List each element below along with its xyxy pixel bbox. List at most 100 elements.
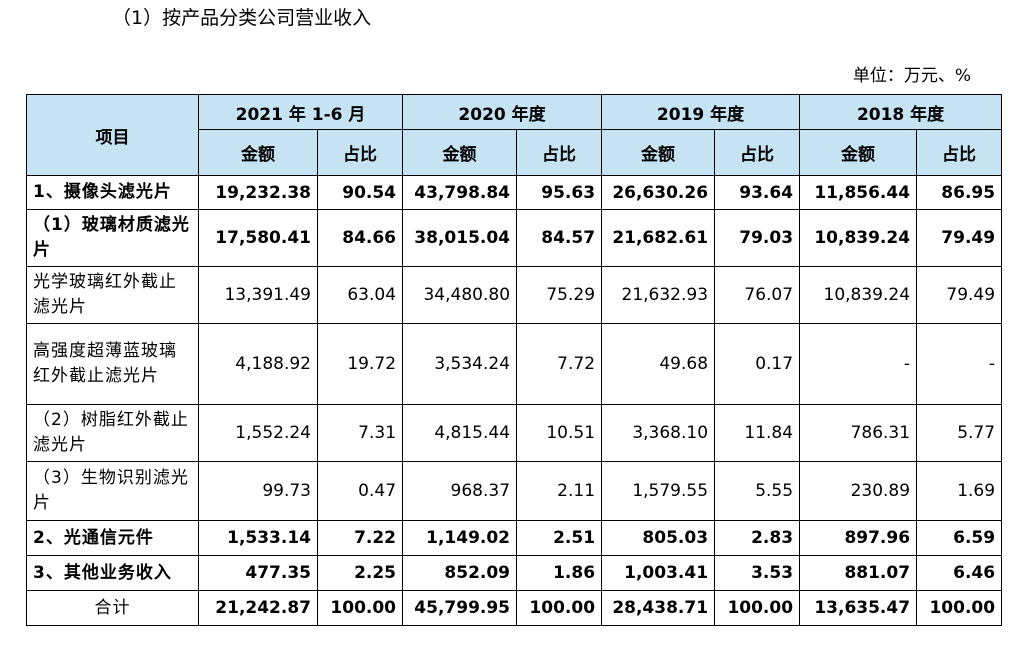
cell-ratio: 100.00 xyxy=(714,590,801,626)
cell-ratio: 6.59 xyxy=(916,520,1003,556)
cell-ratio: 11.84 xyxy=(714,404,801,462)
row-label: （2）树脂红外截止滤光片 xyxy=(26,404,199,462)
cell-ratio: 63.04 xyxy=(316,266,404,324)
cell-amount: 13,391.49 xyxy=(198,266,318,324)
cell-amount: 13,635.47 xyxy=(799,590,918,626)
cell-ratio: 7.31 xyxy=(316,404,404,462)
cell-ratio: 7.22 xyxy=(316,520,404,556)
cell-amount: 1,579.55 xyxy=(601,461,716,521)
section-heading: （1）按产品分类公司营业收入 xyxy=(112,7,372,29)
header-period-2020: 2020 年度 xyxy=(402,94,603,130)
table-row-total: 合计 21,242.87 100.00 45,799.95 100.00 28,… xyxy=(26,590,1003,626)
cell-ratio: 1.86 xyxy=(516,555,603,591)
cell-amount: 99.73 xyxy=(198,461,318,521)
cell-amount: 897.96 xyxy=(799,520,918,556)
cell-ratio: 93.64 xyxy=(714,175,801,210)
cell-ratio: 1.69 xyxy=(916,461,1003,521)
cell-amount: 1,149.02 xyxy=(402,520,518,556)
cell-ratio: 5.77 xyxy=(916,404,1003,462)
cell-amount: 10,839.24 xyxy=(799,266,918,324)
cell-ratio: 79.03 xyxy=(714,209,801,267)
cell-amount: 230.89 xyxy=(799,461,918,521)
cell-amount: 21,632.93 xyxy=(601,266,716,324)
cell-ratio: 76.07 xyxy=(714,266,801,324)
cell-amount: 43,798.84 xyxy=(402,175,518,210)
unit-note: 单位：万元、% xyxy=(852,66,971,86)
header-period-2021h1: 2021 年 1-6 月 xyxy=(197,94,404,130)
header-amount: 金额 xyxy=(799,129,918,176)
header-amount: 金额 xyxy=(198,129,318,176)
row-label: 合计 xyxy=(26,590,199,626)
cell-amount: 26,630.26 xyxy=(601,175,716,210)
cell-ratio: 100.00 xyxy=(316,590,404,626)
header-ratio: 占比 xyxy=(916,129,1003,176)
table-row: 3、其他业务收入 477.35 2.25 852.09 1.86 1,003.4… xyxy=(26,555,1003,591)
cell-amount: 34,480.80 xyxy=(402,266,518,324)
cell-ratio: 95.63 xyxy=(516,175,603,210)
header-ratio: 占比 xyxy=(714,129,801,176)
cell-amount: 477.35 xyxy=(198,555,318,591)
cell-amount: 1,533.14 xyxy=(198,520,318,556)
cell-amount: 786.31 xyxy=(799,404,918,462)
header-period-2019: 2019 年度 xyxy=(601,94,801,130)
header-item: 项目 xyxy=(26,94,199,176)
cell-ratio: 84.66 xyxy=(316,209,404,267)
cell-ratio: 84.57 xyxy=(516,209,603,267)
table-row: （2）树脂红外截止滤光片 1,552.24 7.31 4,815.44 10.5… xyxy=(26,404,1003,462)
row-label: 2、光通信元件 xyxy=(26,520,199,556)
cell-ratio: 100.00 xyxy=(916,590,1003,626)
row-label: 光学玻璃红外截止滤光片 xyxy=(26,266,199,324)
table-row: （3）生物识别滤光片 99.73 0.47 968.37 2.11 1,579.… xyxy=(26,461,1003,521)
cell-ratio: 0.17 xyxy=(714,323,801,405)
header-amount: 金额 xyxy=(402,129,518,176)
cell-amount: 28,438.71 xyxy=(601,590,716,626)
table-row: 1、摄像头滤光片 19,232.38 90.54 43,798.84 95.63… xyxy=(26,175,1003,210)
cell-ratio: - xyxy=(916,323,1003,405)
cell-ratio: 0.47 xyxy=(316,461,404,521)
table-row: 2、光通信元件 1,533.14 7.22 1,149.02 2.51 805.… xyxy=(26,520,1003,556)
cell-amount: 10,839.24 xyxy=(799,209,918,267)
cell-ratio: 86.95 xyxy=(916,175,1003,210)
cell-ratio: 90.54 xyxy=(316,175,404,210)
cell-ratio: 6.46 xyxy=(916,555,1003,591)
cell-amount: 968.37 xyxy=(402,461,518,521)
header-ratio: 占比 xyxy=(516,129,603,176)
row-label: 高强度超薄蓝玻璃红外截止滤光片 xyxy=(26,323,199,405)
cell-amount: 11,856.44 xyxy=(799,175,918,210)
cell-amount: 17,580.41 xyxy=(198,209,318,267)
header-ratio: 占比 xyxy=(316,129,404,176)
cell-amount: 852.09 xyxy=(402,555,518,591)
table-row: 光学玻璃红外截止滤光片 13,391.49 63.04 34,480.80 75… xyxy=(26,266,1003,324)
cell-ratio: 5.55 xyxy=(714,461,801,521)
cell-amount: 3,534.24 xyxy=(402,323,518,405)
cell-ratio: 75.29 xyxy=(516,266,603,324)
header-amount: 金额 xyxy=(601,129,716,176)
cell-ratio: 2.25 xyxy=(316,555,404,591)
row-label: （3）生物识别滤光片 xyxy=(26,461,199,521)
revenue-by-product-table: 项目 2021 年 1-6 月 2020 年度 2019 年度 2018 年度 … xyxy=(26,94,1003,626)
cell-ratio: 2.83 xyxy=(714,520,801,556)
cell-amount: 49.68 xyxy=(601,323,716,405)
cell-amount: 1,552.24 xyxy=(198,404,318,462)
cell-amount: 38,015.04 xyxy=(402,209,518,267)
cell-amount: 21,242.87 xyxy=(198,590,318,626)
cell-ratio: 79.49 xyxy=(916,209,1003,267)
cell-amount: 4,188.92 xyxy=(198,323,318,405)
row-label: （1）玻璃材质滤光片 xyxy=(26,209,199,267)
cell-amount: 19,232.38 xyxy=(198,175,318,210)
cell-ratio: 2.11 xyxy=(516,461,603,521)
cell-ratio: 19.72 xyxy=(316,323,404,405)
table-row: （1）玻璃材质滤光片 17,580.41 84.66 38,015.04 84.… xyxy=(26,209,1003,267)
cell-amount: 4,815.44 xyxy=(402,404,518,462)
cell-amount: 1,003.41 xyxy=(601,555,716,591)
cell-ratio: 3.53 xyxy=(714,555,801,591)
cell-ratio: 2.51 xyxy=(516,520,603,556)
cell-amount: 805.03 xyxy=(601,520,716,556)
cell-amount: 45,799.95 xyxy=(402,590,518,626)
table-row: 高强度超薄蓝玻璃红外截止滤光片 4,188.92 19.72 3,534.24 … xyxy=(26,323,1003,405)
cell-ratio: 10.51 xyxy=(516,404,603,462)
cell-ratio: 79.49 xyxy=(916,266,1003,324)
cell-amount: 881.07 xyxy=(799,555,918,591)
row-label: 1、摄像头滤光片 xyxy=(26,175,199,210)
header-period-2018: 2018 年度 xyxy=(799,94,1003,130)
